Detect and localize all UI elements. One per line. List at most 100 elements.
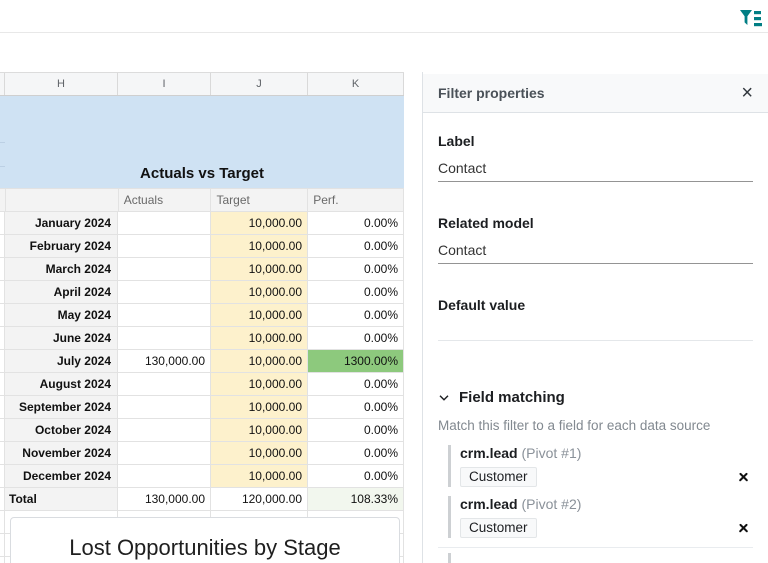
cell-perf[interactable]: 0.00% (308, 304, 404, 326)
cell-target[interactable]: 10,000.00 (211, 258, 308, 280)
cell-month-label[interactable]: September 2024 (5, 396, 118, 418)
cell-edge[interactable] (0, 442, 5, 464)
column-header-i[interactable]: I (118, 73, 211, 95)
cell-perf[interactable]: 0.00% (308, 258, 404, 280)
cell-edge[interactable] (0, 235, 5, 257)
cell-empty[interactable] (308, 557, 404, 563)
cell-month-label[interactable]: January 2024 (5, 212, 118, 234)
merged-banner-cell[interactable]: Actuals vs Target (0, 96, 404, 189)
cell-subheader-empty[interactable] (6, 189, 119, 211)
field-matching-description: Match this filter to a field for each da… (438, 418, 711, 433)
cell-edge[interactable] (0, 350, 5, 372)
cell-perf[interactable]: 0.00% (308, 235, 404, 257)
column-header-j[interactable]: J (211, 73, 308, 95)
remove-field-matching-icon[interactable] (737, 521, 750, 534)
panel-header: Filter properties × (423, 74, 768, 113)
cell-edge[interactable] (0, 281, 5, 303)
cell-total-label[interactable]: Total (5, 488, 118, 510)
cell-perf[interactable]: 0.00% (308, 212, 404, 234)
cell-empty[interactable] (308, 511, 404, 533)
cell-target[interactable]: 10,000.00 (211, 373, 308, 395)
cell-subheader-actuals[interactable]: Actuals (118, 189, 212, 211)
cell-actuals[interactable] (118, 396, 211, 418)
filter-list-icon[interactable] (739, 9, 763, 29)
cell-perf[interactable]: 0.00% (308, 396, 404, 418)
cell-actuals[interactable] (118, 281, 211, 303)
cell-empty[interactable] (0, 511, 5, 533)
cell-edge[interactable] (0, 465, 5, 487)
field-matching-section-toggle[interactable]: Field matching (438, 389, 753, 406)
cell-perf[interactable]: 0.00% (308, 373, 404, 395)
cell-month-label[interactable]: February 2024 (5, 235, 118, 257)
cell-total-target[interactable]: 120,000.00 (211, 488, 308, 510)
cell-month-label[interactable]: October 2024 (5, 419, 118, 441)
cell-perf[interactable]: 0.00% (308, 327, 404, 349)
cell-actuals[interactable] (118, 327, 211, 349)
cell-empty[interactable] (0, 557, 5, 563)
cell-target[interactable]: 10,000.00 (211, 235, 308, 257)
cell-target[interactable]: 10,000.00 (211, 304, 308, 326)
cell-actuals[interactable] (118, 235, 211, 257)
match-field-tag[interactable]: Customer (460, 466, 537, 487)
table-row: August 2024 10,000.00 0.00% (0, 373, 404, 396)
cell-perf[interactable]: 0.00% (308, 442, 404, 464)
label-input[interactable]: Contact (438, 160, 753, 182)
cell-edge[interactable] (0, 212, 5, 234)
cell-month-label[interactable]: May 2024 (5, 304, 118, 326)
cell-month-label[interactable]: July 2024 (5, 350, 118, 372)
cell-actuals[interactable] (118, 373, 211, 395)
cell-edge[interactable] (0, 373, 5, 395)
cell-target[interactable]: 10,000.00 (211, 327, 308, 349)
match-field-tag[interactable]: Customer (460, 517, 537, 538)
cell-perf[interactable]: 0.00% (308, 419, 404, 441)
cell-edge[interactable] (0, 304, 5, 326)
remove-field-matching-icon[interactable] (737, 470, 750, 483)
cell-month-label[interactable]: August 2024 (5, 373, 118, 395)
cell-month-label[interactable]: November 2024 (5, 442, 118, 464)
cell-month-label[interactable]: March 2024 (5, 258, 118, 280)
cell-total-perf[interactable]: 108.33% (308, 488, 404, 510)
cell-actuals[interactable] (118, 212, 211, 234)
cell-perf[interactable]: 0.00% (308, 465, 404, 487)
default-value-input[interactable] (438, 315, 753, 341)
cell-actuals[interactable] (118, 465, 211, 487)
cell-target[interactable]: 10,000.00 (211, 281, 308, 303)
field-matching-item: crm.lead (Pivot #1) Customer (448, 445, 753, 487)
spreadsheet-grid: H I J K Actuals vs Target Actuals Target P… (0, 72, 404, 563)
close-icon[interactable]: × (741, 82, 753, 104)
cell-perf[interactable]: 0.00% (308, 281, 404, 303)
cell-actuals[interactable] (118, 442, 211, 464)
match-source-name: (Pivot #2) (517, 496, 582, 512)
cell-target[interactable]: 10,000.00 (211, 465, 308, 487)
cell-subheader-perf[interactable]: Perf. (308, 189, 404, 211)
cell-edge[interactable] (0, 258, 5, 280)
cell-actuals[interactable]: 130,000.00 (118, 350, 211, 372)
cell-edge[interactable] (0, 396, 5, 418)
cell-month-label[interactable]: June 2024 (5, 327, 118, 349)
chart-object[interactable]: Lost Opportunities by Stage (10, 517, 400, 563)
cell-empty[interactable] (0, 534, 5, 556)
related-model-input[interactable]: Contact (438, 242, 753, 264)
cell-empty[interactable] (308, 534, 404, 556)
default-value-label: Default value (438, 297, 526, 313)
cell-subheader-target[interactable]: Target (211, 189, 309, 211)
cell-edge[interactable] (0, 327, 5, 349)
cell-target[interactable]: 10,000.00 (211, 442, 308, 464)
cell-target[interactable]: 10,000.00 (211, 419, 308, 441)
label-field-block: Label Contact (438, 133, 753, 182)
cell-target[interactable]: 10,000.00 (211, 350, 308, 372)
column-header-k[interactable]: K (308, 73, 404, 95)
cell-target[interactable]: 10,000.00 (211, 396, 308, 418)
cell-target[interactable]: 10,000.00 (211, 212, 308, 234)
cell-actuals[interactable] (118, 258, 211, 280)
cell-month-label[interactable]: December 2024 (5, 465, 118, 487)
cell-edge[interactable] (0, 189, 6, 211)
cell-perf[interactable]: 1300.00% (308, 350, 404, 372)
cell-edge[interactable] (0, 488, 5, 510)
cell-edge[interactable] (0, 419, 5, 441)
cell-actuals[interactable] (118, 419, 211, 441)
cell-month-label[interactable]: April 2024 (5, 281, 118, 303)
cell-actuals[interactable] (118, 304, 211, 326)
cell-total-actuals[interactable]: 130,000.00 (118, 488, 211, 510)
column-header-h[interactable]: H (5, 73, 118, 95)
